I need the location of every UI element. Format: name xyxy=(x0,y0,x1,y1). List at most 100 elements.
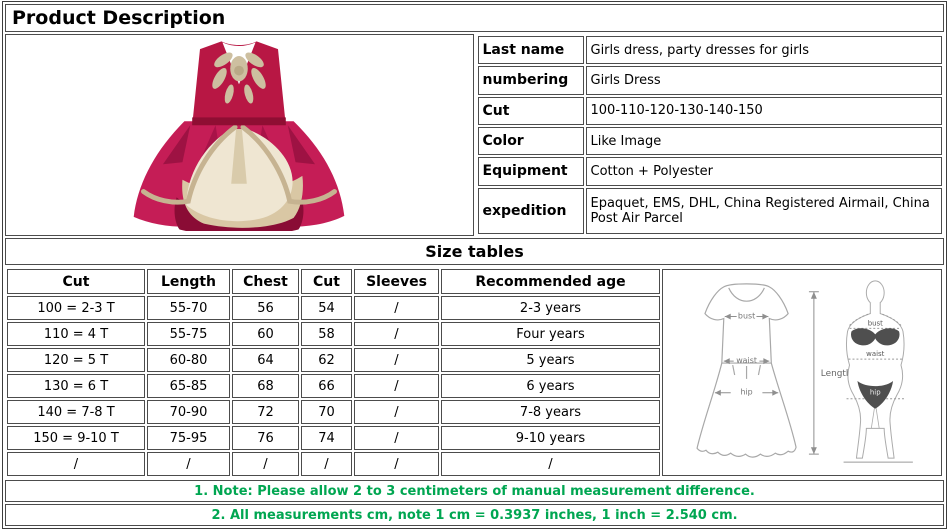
note-row: 1. Note: Please allow 2 to 3 centimeters… xyxy=(5,480,944,502)
size-cell: 56 xyxy=(232,296,299,320)
size-cell: 130 = 6 T xyxy=(7,374,145,398)
table-row: Cut 100-110-120-130-140-150 xyxy=(477,96,942,125)
column-header: Chest xyxy=(232,269,299,294)
size-cell: 72 xyxy=(232,400,299,424)
size-cell: / xyxy=(354,400,439,424)
size-cell: / xyxy=(147,452,230,476)
size-cell: 62 xyxy=(301,348,352,372)
size-tables-title: Size tables xyxy=(5,238,944,265)
detail-label: Color xyxy=(477,126,584,156)
size-cell: 55-70 xyxy=(147,296,230,320)
dress-hip-label: hip xyxy=(740,387,752,396)
size-table-cell: Cut Length Chest Cut Sleeves Recommended… xyxy=(5,267,944,478)
detail-label: Cut xyxy=(477,96,584,125)
detail-label: Equipment xyxy=(477,157,584,186)
size-cell: Four years xyxy=(441,322,660,346)
size-cell: 60-80 xyxy=(147,348,230,372)
size-cell: / xyxy=(354,296,439,320)
size-cell: 55-75 xyxy=(147,322,230,346)
table-row: Color Like Image xyxy=(477,126,942,156)
table-row: Equipment Cotton + Polyester xyxy=(477,157,942,186)
size-cell: 54 xyxy=(301,296,352,320)
note-row: 2. All measurements cm, note 1 cm = 0.39… xyxy=(5,504,944,526)
size-cell: 100 = 2-3 T xyxy=(7,296,145,320)
size-cell: / xyxy=(301,452,352,476)
table-row: 100 = 2-3 T 55-70 56 54 / 2-3 years xyxy=(7,296,942,320)
size-cell: 5 years xyxy=(441,348,660,372)
size-cell: 68 xyxy=(232,374,299,398)
note-1: 1. Note: Please allow 2 to 3 centimeters… xyxy=(5,480,944,502)
size-cell: / xyxy=(441,452,660,476)
dress-waist-label: waist xyxy=(736,356,757,365)
size-cell: / xyxy=(354,374,439,398)
detail-label: expedition xyxy=(477,187,584,234)
size-cell: 7-8 years xyxy=(441,400,660,424)
size-cell: 2-3 years xyxy=(441,296,660,320)
size-cell: / xyxy=(354,322,439,346)
size-table: Cut Length Chest Cut Sleeves Recommended… xyxy=(5,267,944,478)
size-cell: 6 years xyxy=(441,374,660,398)
title-row: Product Description xyxy=(5,4,944,32)
size-cell: / xyxy=(354,452,439,476)
size-grid-row: Cut Length Chest Cut Sleeves Recommended… xyxy=(5,267,944,478)
product-details-cell: Last name Girls dress, party dresses for… xyxy=(475,34,945,236)
size-cell: 70 xyxy=(301,400,352,424)
dress-length-label: Length xyxy=(821,368,852,378)
detail-value: Epaquet, EMS, DHL, China Registered Airm… xyxy=(585,187,942,234)
measurement-diagram-image: bust waist hip Length xyxy=(696,279,913,463)
size-cell: 74 xyxy=(301,426,352,450)
detail-value: Like Image xyxy=(585,126,942,156)
table-row: 150 = 9-10 T 75-95 76 74 / 9-10 years xyxy=(7,426,942,450)
dress-product-image xyxy=(133,41,345,236)
table-row: numbering Girls Dress xyxy=(477,66,942,95)
size-cell: 65-85 xyxy=(147,374,230,398)
product-details-table: Last name Girls dress, party dresses for… xyxy=(476,34,945,236)
size-cell: 58 xyxy=(301,322,352,346)
table-row: Last name Girls dress, party dresses for… xyxy=(477,36,942,65)
column-header: Cut xyxy=(7,269,145,294)
size-diagram-cell: bust waist hip Length xyxy=(662,269,942,476)
size-cell: / xyxy=(354,426,439,450)
size-cell: / xyxy=(232,452,299,476)
size-cell: 140 = 7-8 T xyxy=(7,400,145,424)
table-row: 110 = 4 T 55-75 60 58 / Four years xyxy=(7,322,942,346)
size-cell: 64 xyxy=(232,348,299,372)
size-cell: 120 = 5 T xyxy=(7,348,145,372)
size-cell: 75-95 xyxy=(147,426,230,450)
detail-value: Girls Dress xyxy=(585,66,942,95)
column-header: Cut xyxy=(301,269,352,294)
size-cell: 110 = 4 T xyxy=(7,322,145,346)
figure-waist-label: waist xyxy=(866,350,884,358)
figure-hip-label: hip xyxy=(870,388,881,396)
table-row: 130 = 6 T 65-85 68 66 / 6 years xyxy=(7,374,942,398)
table-row: / / / / / / xyxy=(7,452,942,476)
table-row: 140 = 7-8 T 70-90 72 70 / 7-8 years xyxy=(7,400,942,424)
note-2: 2. All measurements cm, note 1 cm = 0.39… xyxy=(5,504,944,526)
page-title: Product Description xyxy=(5,4,944,32)
size-cell: / xyxy=(354,348,439,372)
detail-value: 100-110-120-130-140-150 xyxy=(585,96,942,125)
column-header: Length xyxy=(147,269,230,294)
size-cell: 66 xyxy=(301,374,352,398)
product-image-cell xyxy=(5,34,474,236)
table-row: 120 = 5 T 60-80 64 62 / 5 years xyxy=(7,348,942,372)
figure-bust-label: bust xyxy=(868,319,883,327)
detail-label: numbering xyxy=(477,66,584,95)
column-header: Recommended age xyxy=(441,269,660,294)
size-cell: 60 xyxy=(232,322,299,346)
dress-bust-label: bust xyxy=(738,311,755,320)
column-header: Sleeves xyxy=(354,269,439,294)
detail-value: Cotton + Polyester xyxy=(585,157,942,186)
table-row: expedition Epaquet, EMS, DHL, China Regi… xyxy=(477,187,942,234)
size-cell: 76 xyxy=(232,426,299,450)
size-title-row: Size tables xyxy=(5,238,944,265)
size-cell: 70-90 xyxy=(147,400,230,424)
detail-value: Girls dress, party dresses for girls xyxy=(585,36,942,65)
size-cell: / xyxy=(7,452,145,476)
size-cell: 150 = 9-10 T xyxy=(7,426,145,450)
size-cell: 9-10 years xyxy=(441,426,660,450)
detail-label: Last name xyxy=(477,36,584,65)
product-info-row: Last name Girls dress, party dresses for… xyxy=(5,34,944,236)
